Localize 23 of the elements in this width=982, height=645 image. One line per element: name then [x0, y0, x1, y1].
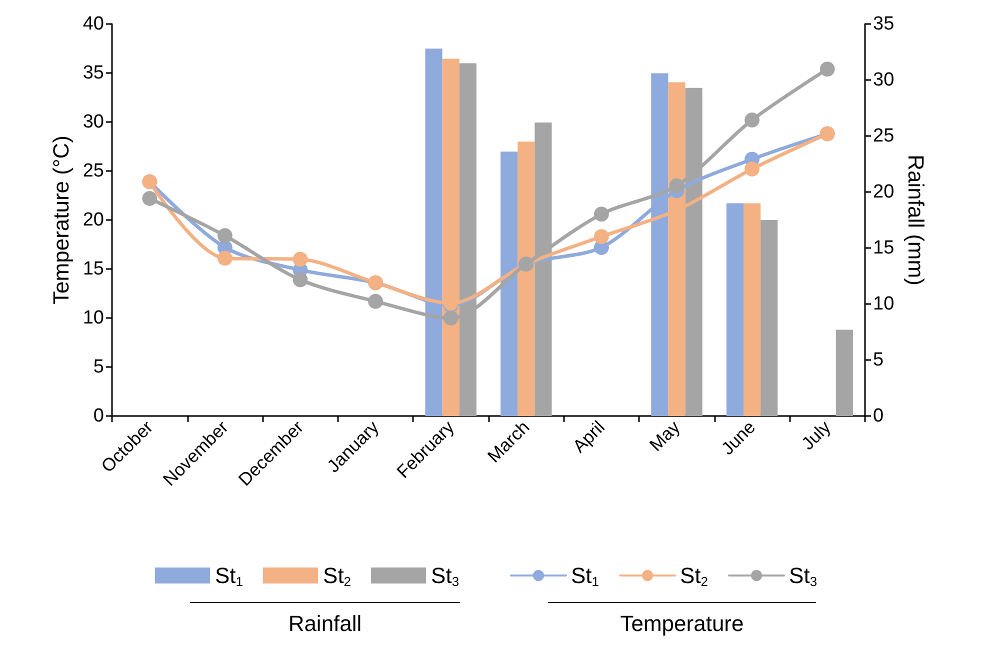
y2-tick-label: 25: [873, 126, 894, 146]
text: Temperature: [619, 611, 745, 637]
y-axis-title: Temperature (°C): [48, 136, 74, 304]
y-tick-label: 25: [82, 160, 104, 182]
y2-tick-label: 20: [873, 182, 894, 202]
y2-tick-label: 0: [873, 406, 884, 426]
y2-tick-label: 35: [873, 14, 894, 34]
x-tick-label: May: [646, 416, 684, 456]
y2-tick-label: 15: [873, 238, 894, 258]
y-tick-label: 40: [82, 14, 104, 34]
y2-axis-title: Rainfall (mm): [904, 154, 929, 286]
y2-tick-label: 5: [873, 350, 884, 370]
y-tick-label: 15: [82, 258, 104, 280]
x-tick-label: July: [798, 416, 834, 454]
y-tick-label: 35: [82, 62, 104, 84]
y-tick-label: 10: [82, 308, 104, 328]
text: Rainfall: [287, 611, 363, 637]
y-tick-label: 0: [93, 406, 104, 426]
y-tick-label: 5: [93, 356, 104, 378]
y-tick-label: 20: [82, 210, 104, 230]
y-tick-label: 30: [82, 112, 104, 132]
y2-tick-label: 10: [873, 294, 894, 314]
y2-tick-label: 30: [873, 70, 894, 90]
